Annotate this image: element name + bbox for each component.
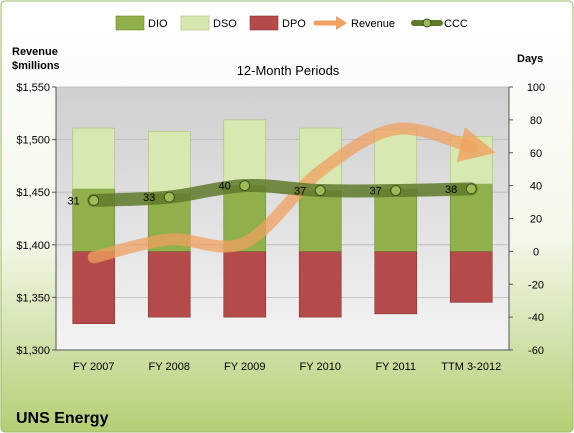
legend-label-ccc: CCC: [444, 18, 468, 30]
data-label-ccc: 38: [445, 184, 457, 196]
left-axis-title-line2: $millions: [12, 60, 60, 72]
right-axis-tick-label: -60: [528, 345, 544, 357]
bar-dso: [72, 127, 116, 190]
bar-dpo: [72, 251, 116, 324]
right-axis-tick-label: 60: [530, 148, 542, 160]
right-axis-tick-label: -20: [528, 279, 544, 291]
lines: [87, 122, 496, 264]
data-label-ccc: 40: [219, 181, 231, 193]
right-axis-title: Days: [517, 53, 543, 65]
legend: DIO DSO DPO Revenue CCC: [115, 15, 468, 31]
left-axis-title-line1: Revenue: [12, 46, 58, 58]
bar-dso: [223, 119, 267, 186]
revenue-line: [87, 122, 496, 264]
ccc-point: [88, 194, 100, 206]
bars: [72, 119, 493, 324]
data-label-ccc: 37: [294, 186, 306, 198]
legend-swatch-revenue: [313, 16, 347, 30]
company-name: UNS Energy: [16, 410, 109, 427]
data-label-ccc: 37: [370, 186, 382, 198]
right-axis-tick-label: -40: [528, 312, 544, 324]
legend-label-dpo: DPO: [282, 18, 306, 30]
data-labels: 31 33 40 37 37 38: [68, 181, 458, 208]
bar-dpo: [223, 251, 267, 318]
bar-dpo: [374, 251, 418, 315]
ccc-point: [314, 185, 326, 197]
bar-dio: [374, 188, 418, 252]
ccc-line: [87, 178, 478, 207]
x-axis-category-label: TTM 3-2012: [441, 361, 501, 373]
left-axis-tick-label: $1,550: [16, 82, 50, 94]
legend-swatch-dio: [115, 15, 145, 31]
left-axis-tick-label: $1,400: [16, 240, 50, 252]
legend-swatch-ccc: [411, 18, 443, 28]
bar-dso: [147, 131, 191, 195]
x-axis-category-label: FY 2009: [224, 361, 265, 373]
axes: $1,300 $1,350 $1,400 $1,450 $1,500 $1,550 -60 -…: [16, 82, 545, 373]
bar-dio: [298, 190, 342, 252]
x-axis-category-label: FY 2007: [73, 361, 114, 373]
left-axis-tick-label: $1,500: [16, 135, 50, 147]
legend-swatch-dpo: [249, 15, 279, 31]
bar-dpo: [449, 251, 493, 303]
ccc-point: [390, 185, 402, 197]
bar-dpo: [147, 251, 191, 318]
right-axis-tick-label: 100: [527, 82, 545, 94]
x-axis-category-label: FY 2010: [300, 361, 341, 373]
left-axis-tick-label: $1,300: [16, 345, 50, 357]
bar-dpo: [298, 251, 342, 318]
data-label-ccc: 31: [68, 195, 80, 207]
right-axis-tick-label: 20: [530, 214, 542, 226]
ccc-point: [239, 180, 251, 192]
x-axis-category-label: FY 2011: [375, 361, 416, 373]
ccc-point: [465, 183, 477, 195]
right-axis-tick-label: 80: [530, 115, 542, 127]
legend-label-dso: DSO: [213, 18, 237, 30]
legend-label-revenue: Revenue: [351, 18, 395, 30]
legend-label-dio: DIO: [148, 18, 168, 30]
chart-subtitle: 12-Month Periods: [237, 63, 340, 78]
data-label-ccc: 33: [143, 192, 155, 204]
left-axis-tick-label: $1,450: [16, 187, 50, 199]
ccc-point: [163, 191, 175, 203]
left-axis-tick-label: $1,350: [16, 292, 50, 304]
right-axis-tick-label: 40: [530, 181, 542, 193]
legend-swatch-dso: [180, 15, 210, 31]
x-axis-category-label: FY 2008: [149, 361, 190, 373]
right-axis-tick-label: 0: [533, 246, 539, 258]
